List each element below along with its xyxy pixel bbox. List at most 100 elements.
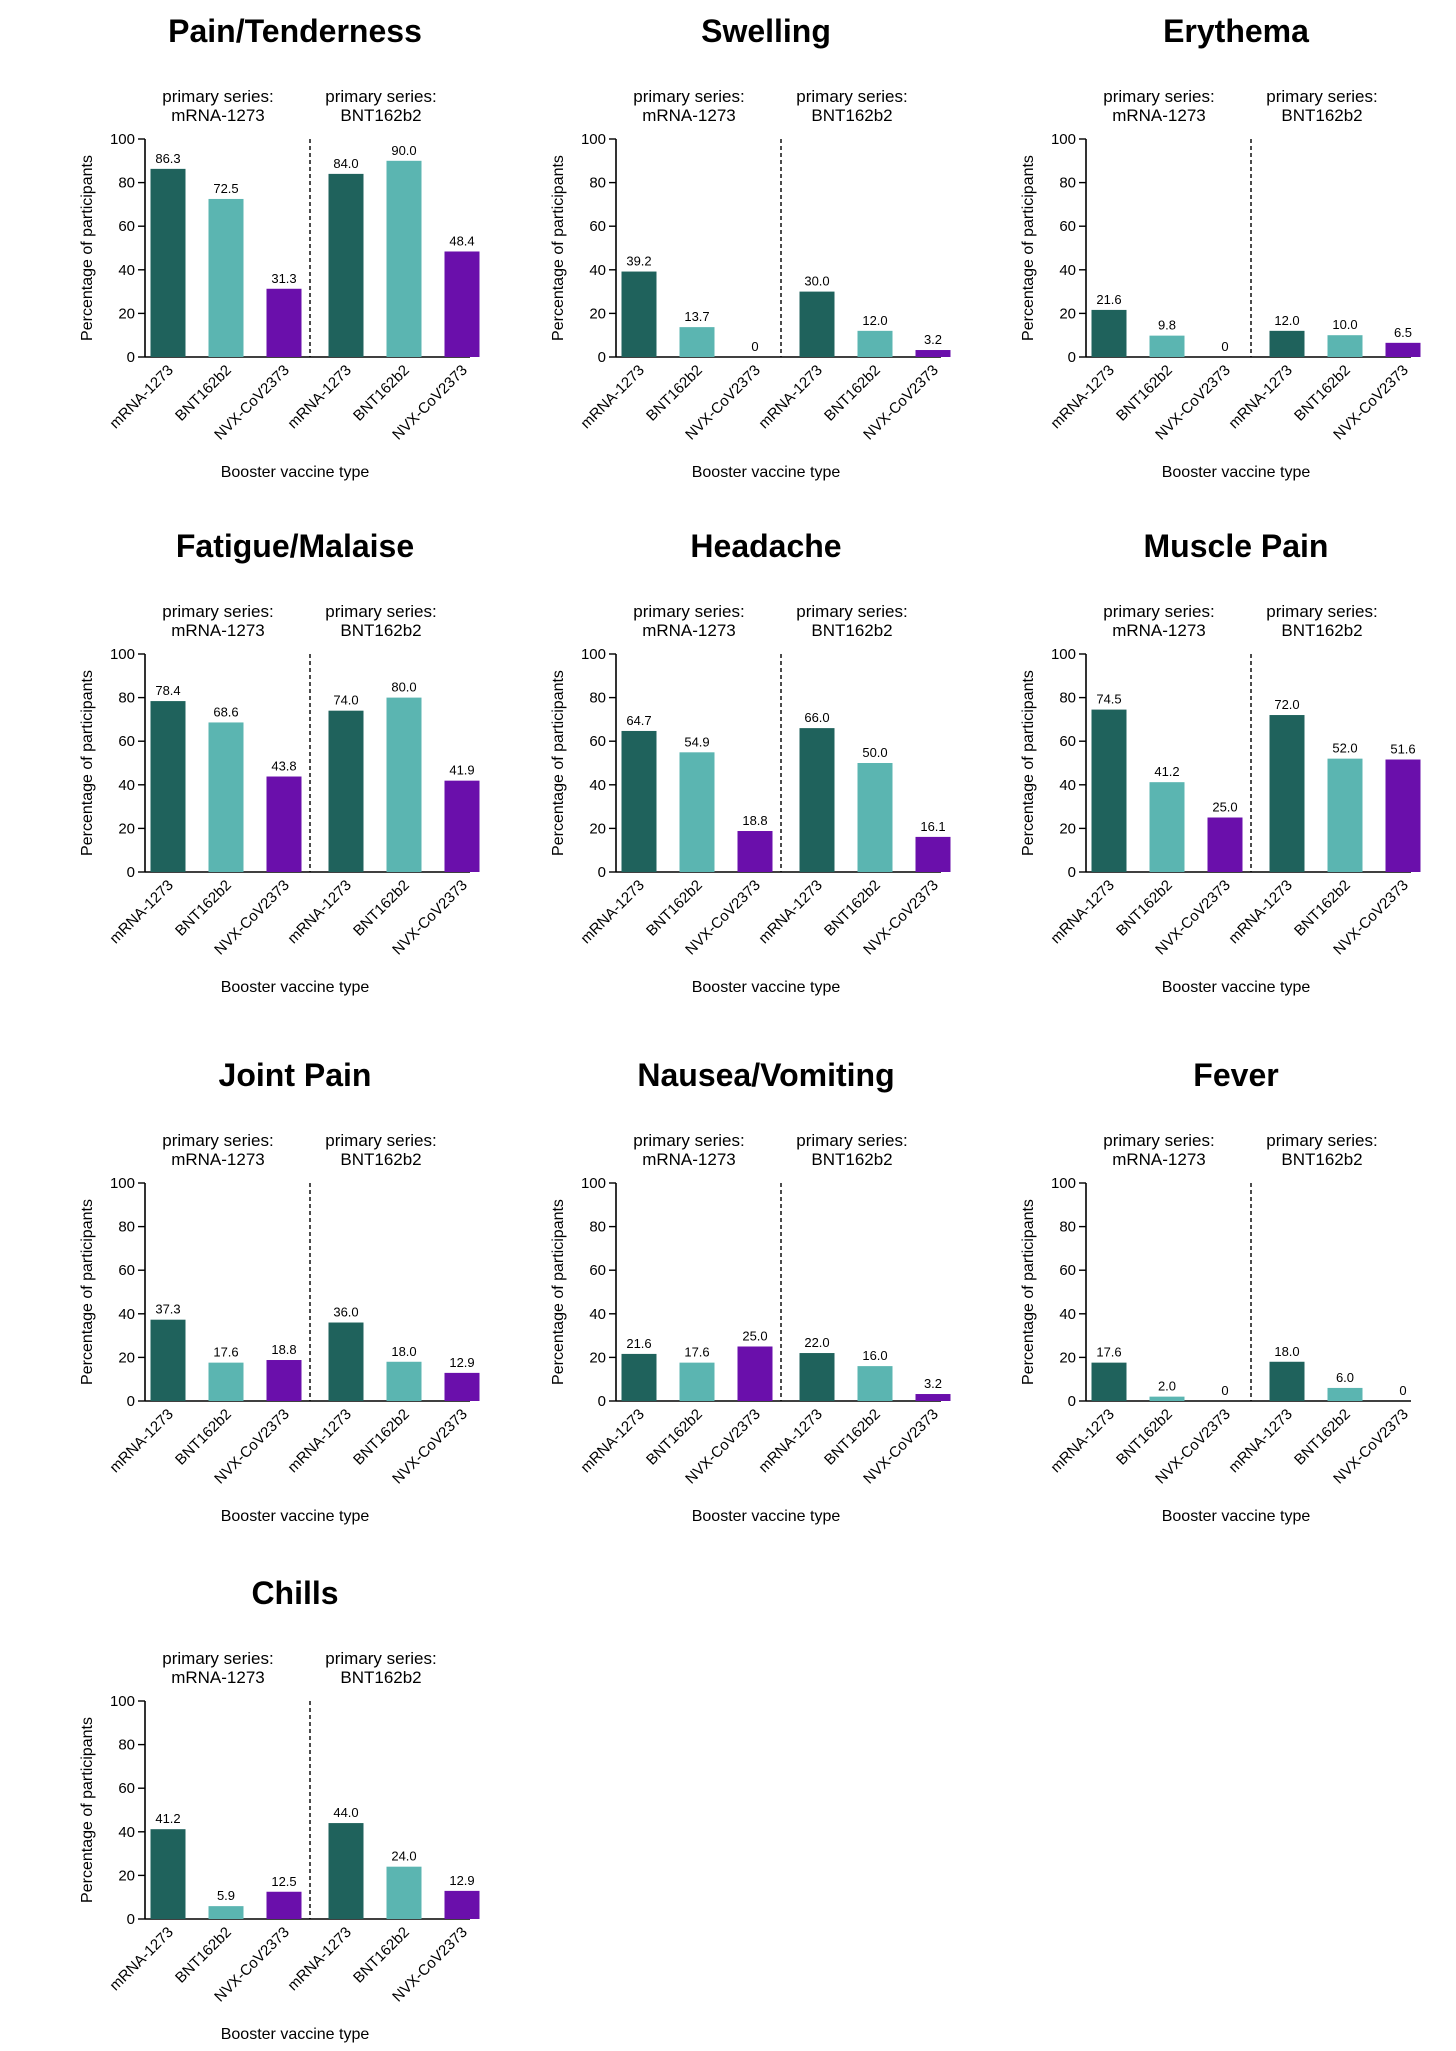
x-tick-label: BNT162b2 (1113, 877, 1176, 940)
y-tick-label: 20 (1059, 1349, 1076, 1366)
group-label-line1: primary series: (162, 1649, 273, 1668)
group-label-line1: primary series: (1103, 602, 1214, 621)
x-tick-label: BNT162b2 (172, 877, 235, 940)
bar-value-label: 50.0 (862, 745, 887, 760)
y-tick-label: 80 (118, 1219, 135, 1236)
bar-value-label: 12.9 (449, 1873, 474, 1888)
chart-title: Chills (251, 1575, 338, 1611)
y-tick-label: 0 (1068, 864, 1076, 881)
bar-value-label: 90.0 (391, 143, 416, 158)
y-tick-label: 40 (589, 1306, 606, 1323)
group-label-line2: mRNA-1273 (642, 621, 736, 640)
bar-value-label: 6.5 (1394, 325, 1412, 340)
bar (1149, 782, 1185, 872)
x-axis-title: Booster vaccine type (221, 464, 370, 481)
x-tick-label: mRNA-1273 (106, 362, 176, 432)
group-label-line2: mRNA-1273 (1112, 106, 1206, 125)
x-tick-label: BNT162b2 (643, 877, 706, 940)
y-tick-label: 0 (127, 1393, 135, 1410)
group-label-line1: primary series: (325, 87, 436, 106)
bar (1149, 335, 1185, 357)
y-tick-label: 20 (1059, 305, 1076, 322)
bar-value-label: 74.0 (333, 693, 358, 708)
y-tick-label: 100 (1051, 131, 1076, 148)
x-axis-title: Booster vaccine type (221, 979, 370, 996)
x-tick-label: BNT162b2 (1291, 877, 1354, 940)
bar (208, 722, 244, 872)
group-label-line1: primary series: (325, 1649, 436, 1668)
bar (857, 763, 893, 872)
bar-value-label: 0 (1399, 1383, 1406, 1398)
x-tick-label: mRNA-1273 (755, 877, 825, 947)
bar-value-label: 43.8 (271, 759, 296, 774)
bar-value-label: 86.3 (155, 151, 180, 166)
group-label-line1: primary series: (162, 1131, 273, 1150)
bar-value-label: 17.6 (1096, 1345, 1121, 1360)
bar-value-label: 41.2 (155, 1811, 180, 1826)
bar (1269, 715, 1305, 872)
bar (915, 350, 951, 357)
bar-value-label: 12.0 (1274, 313, 1299, 328)
y-tick-label: 80 (118, 690, 135, 707)
group-label-line2: BNT162b2 (340, 1150, 421, 1169)
group-label-line2: mRNA-1273 (171, 1150, 265, 1169)
bar (915, 1394, 951, 1401)
y-axis-title: Percentage of participants (550, 155, 567, 341)
x-axis-title: Booster vaccine type (221, 1508, 370, 1525)
bar (386, 160, 422, 357)
bar-value-label: 30.0 (804, 274, 829, 289)
bar-value-label: 48.4 (449, 233, 474, 248)
bar (386, 697, 422, 872)
y-tick-label: 100 (1051, 1175, 1076, 1192)
bar-value-label: 17.6 (213, 1345, 238, 1360)
x-tick-label: mRNA-1273 (755, 362, 825, 432)
group-label-line1: primary series: (1266, 1131, 1377, 1150)
y-tick-label: 80 (589, 1219, 606, 1236)
y-tick-label: 40 (118, 262, 135, 279)
bar-value-label: 6.0 (1336, 1370, 1354, 1385)
x-tick-label: mRNA-1273 (755, 1406, 825, 1476)
bar (444, 780, 480, 872)
y-tick-label: 60 (118, 218, 135, 235)
y-tick-label: 40 (1059, 1306, 1076, 1323)
x-tick-label: mRNA-1273 (106, 877, 176, 947)
x-tick-label: BNT162b2 (1113, 362, 1176, 425)
y-tick-label: 40 (118, 1306, 135, 1323)
y-tick-label: 60 (118, 1262, 135, 1279)
y-tick-label: 40 (589, 777, 606, 794)
group-label-line1: primary series: (796, 87, 907, 106)
bar (266, 1360, 302, 1401)
bar (1385, 759, 1421, 872)
bar (1327, 1387, 1363, 1401)
y-tick-label: 100 (110, 1175, 135, 1192)
y-tick-label: 40 (589, 262, 606, 279)
bar (328, 1823, 364, 1919)
bar (444, 1372, 480, 1401)
group-label-line2: mRNA-1273 (171, 1668, 265, 1687)
x-axis-title: Booster vaccine type (692, 979, 841, 996)
y-axis-title: Percentage of participants (1020, 155, 1037, 341)
x-tick-label: mRNA-1273 (577, 877, 647, 947)
y-tick-label: 60 (589, 1262, 606, 1279)
x-tick-label: mRNA-1273 (1047, 362, 1117, 432)
bar-value-label: 12.9 (449, 1355, 474, 1370)
x-tick-label: mRNA-1273 (1047, 877, 1117, 947)
bar (1091, 1362, 1127, 1401)
y-axis-title: Percentage of participants (1020, 1199, 1037, 1385)
x-axis-title: Booster vaccine type (221, 2026, 370, 2043)
group-label-line1: primary series: (796, 602, 907, 621)
chart-title: Fatigue/Malaise (176, 528, 414, 564)
x-tick-label: mRNA-1273 (284, 1406, 354, 1476)
y-tick-label: 20 (589, 305, 606, 322)
group-label-line2: BNT162b2 (1281, 1150, 1362, 1169)
bar-value-label: 78.4 (155, 683, 180, 698)
y-tick-label: 100 (110, 646, 135, 663)
group-label-line1: primary series: (633, 87, 744, 106)
chart-title: Fever (1193, 1057, 1278, 1093)
bar-value-label: 72.5 (213, 181, 238, 196)
